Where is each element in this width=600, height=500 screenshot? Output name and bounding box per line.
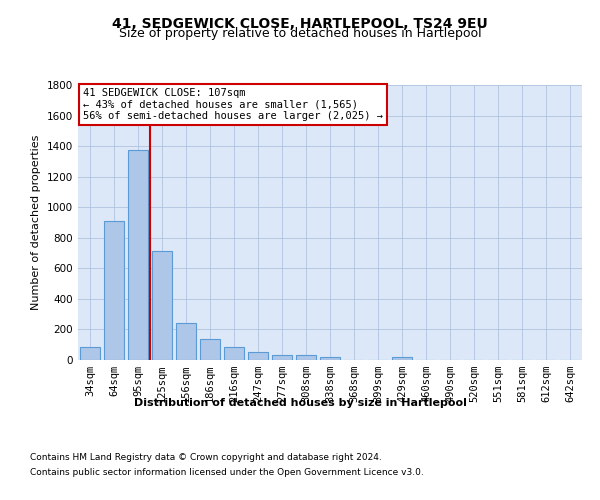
Bar: [80, 347, 100, 360]
Bar: [272, 356, 292, 360]
Bar: [248, 352, 268, 360]
Text: Contains HM Land Registry data © Crown copyright and database right 2024.: Contains HM Land Registry data © Crown c…: [30, 453, 382, 462]
Text: 41, SEDGEWICK CLOSE, HARTLEPOOL, TS24 9EU: 41, SEDGEWICK CLOSE, HARTLEPOOL, TS24 9E…: [112, 18, 488, 32]
Bar: [296, 356, 316, 360]
Text: Size of property relative to detached houses in Hartlepool: Size of property relative to detached ho…: [119, 28, 481, 40]
Bar: [200, 338, 220, 360]
Bar: [104, 221, 124, 360]
Bar: [152, 251, 172, 360]
Y-axis label: Number of detached properties: Number of detached properties: [31, 135, 41, 310]
Bar: [224, 347, 244, 360]
Bar: [320, 357, 340, 360]
Bar: [392, 357, 412, 360]
Text: Distribution of detached houses by size in Hartlepool: Distribution of detached houses by size …: [134, 398, 466, 407]
Text: Contains public sector information licensed under the Open Government Licence v3: Contains public sector information licen…: [30, 468, 424, 477]
Bar: [128, 150, 148, 360]
Text: 41 SEDGEWICK CLOSE: 107sqm
← 43% of detached houses are smaller (1,565)
56% of s: 41 SEDGEWICK CLOSE: 107sqm ← 43% of deta…: [83, 88, 383, 121]
Bar: [176, 322, 196, 360]
